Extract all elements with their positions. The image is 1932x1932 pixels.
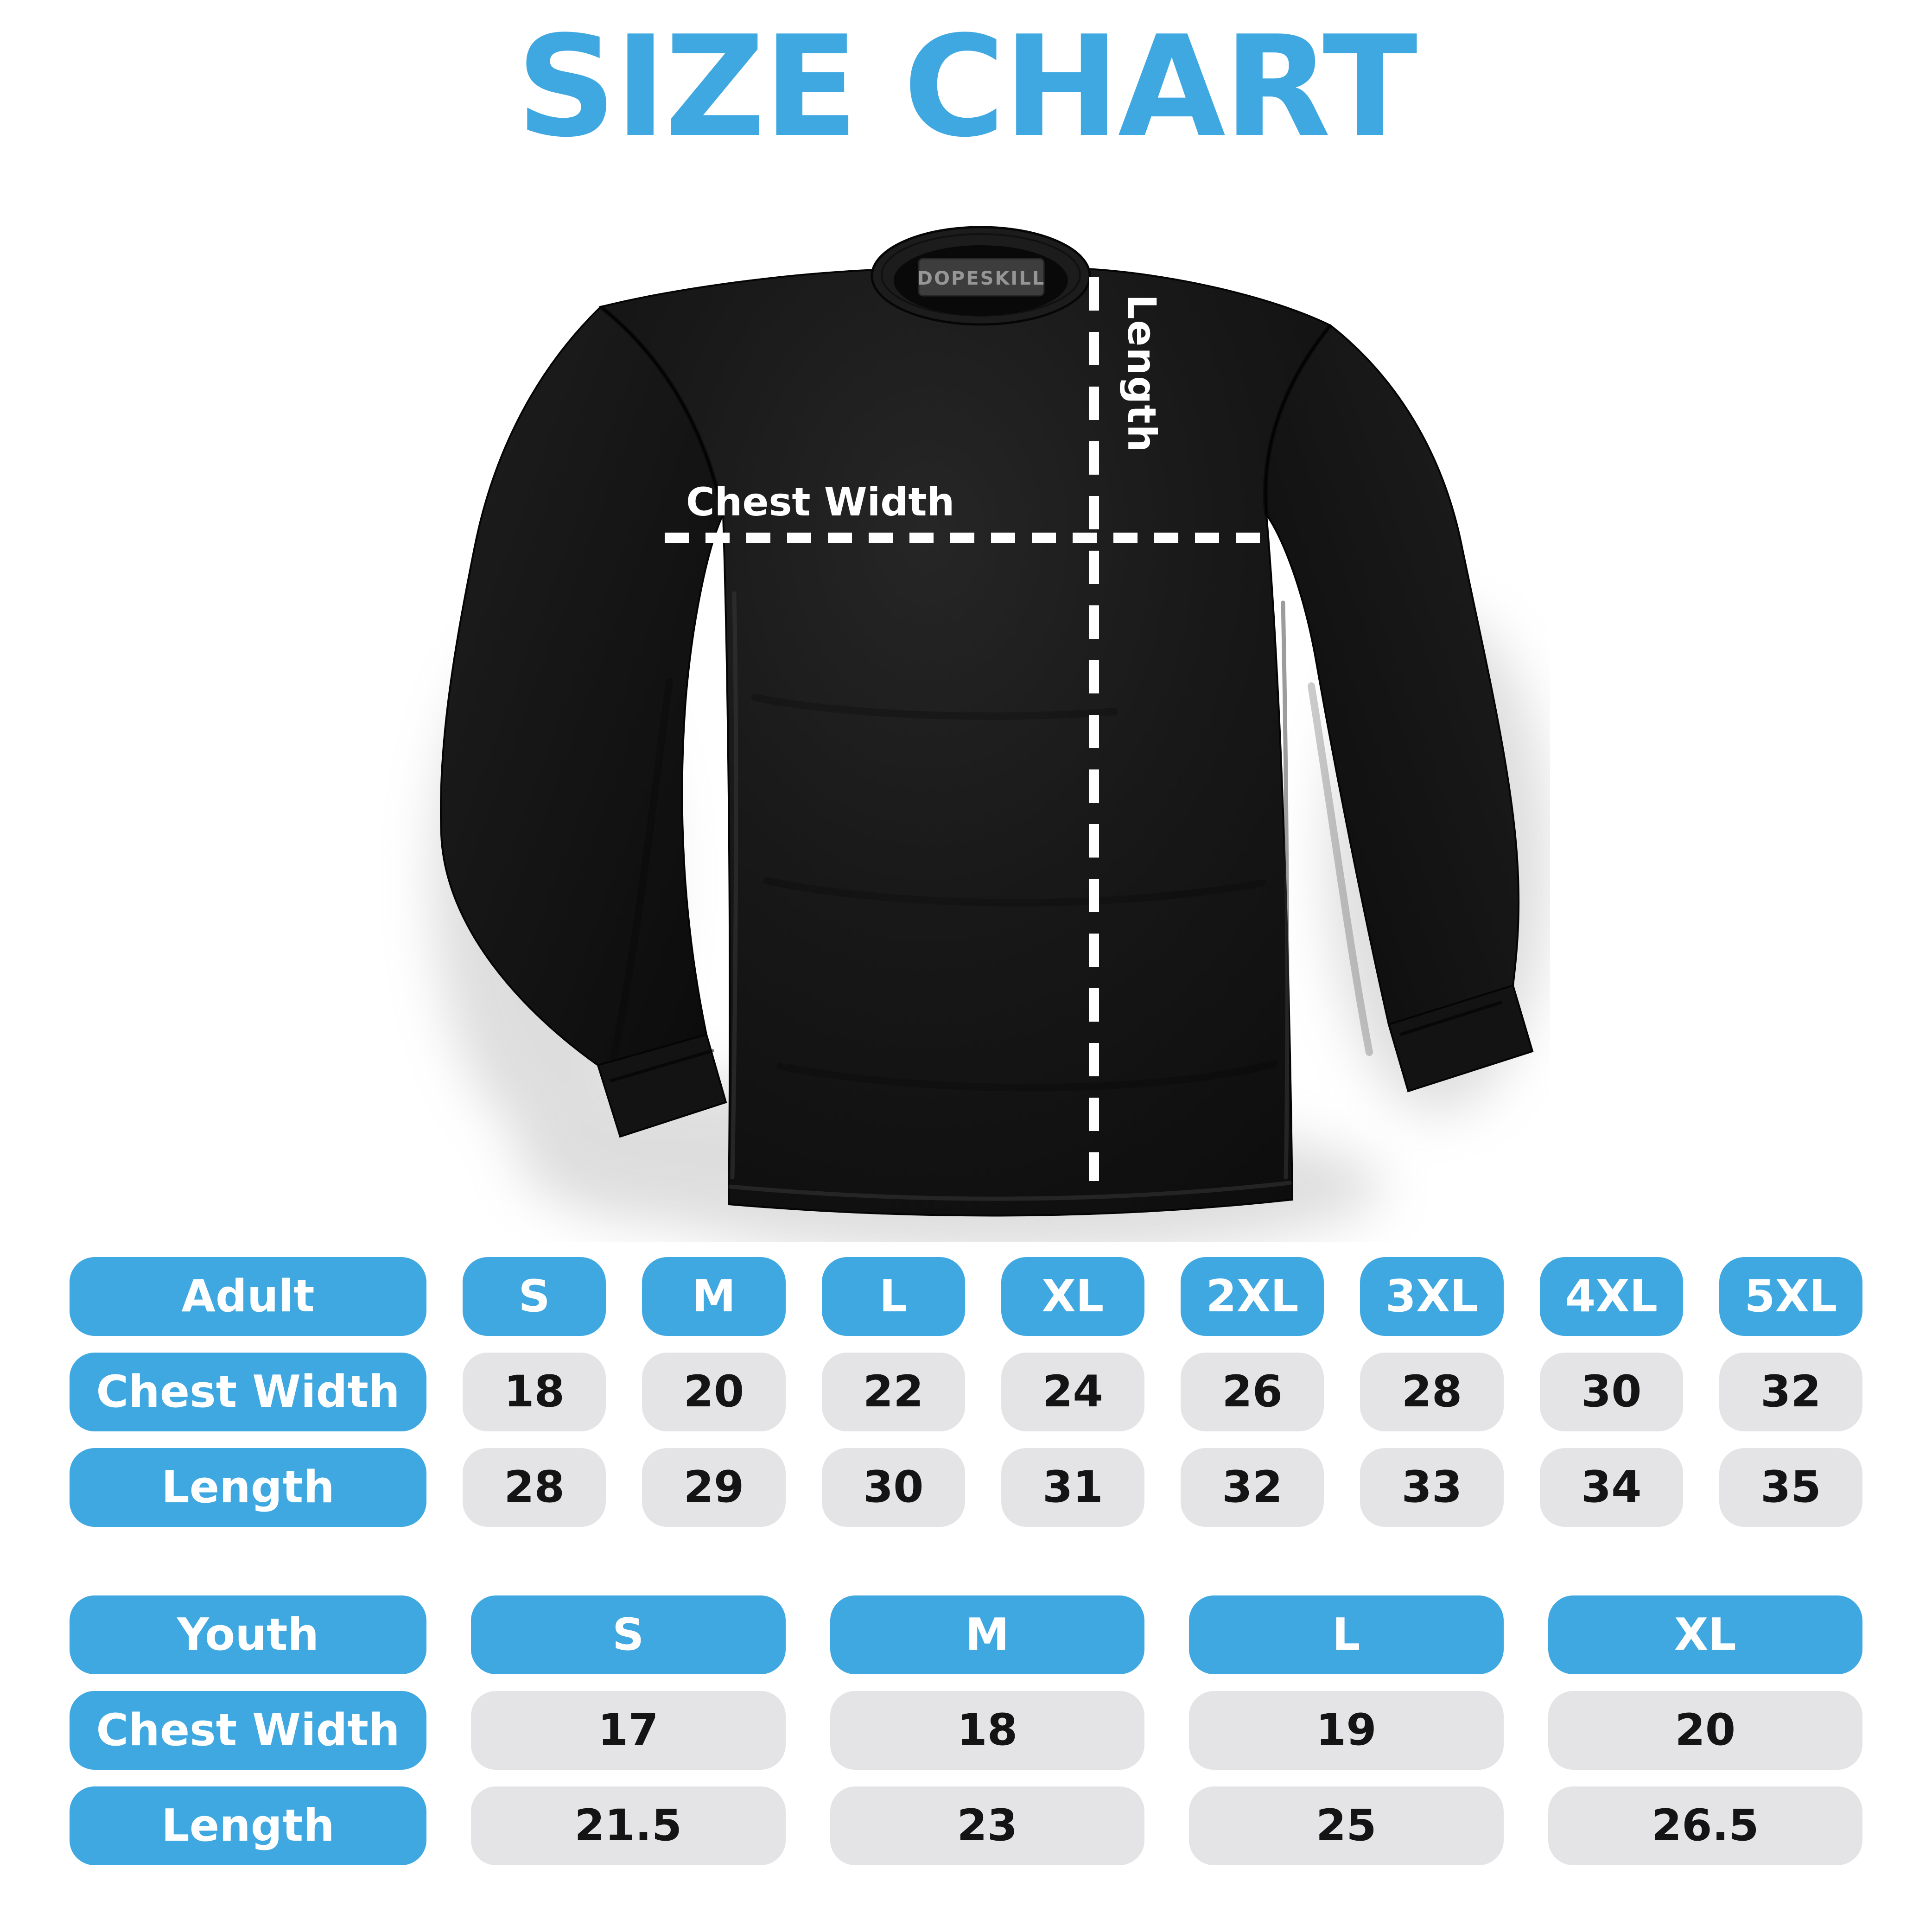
size-header-cell: 5XL — [1719, 1257, 1862, 1336]
value-cell: 30 — [821, 1448, 965, 1527]
value-cell: 23 — [830, 1786, 1144, 1865]
size-header-cell: 4XL — [1539, 1257, 1683, 1336]
left-sleeve-shape — [439, 305, 724, 1067]
size-header-cell: L — [821, 1257, 965, 1336]
value-cell: 31 — [1001, 1448, 1144, 1527]
size-header-cell: XL — [1001, 1257, 1144, 1336]
right-cuff-shape — [1387, 984, 1534, 1093]
size-header-cell: S — [471, 1595, 786, 1674]
value-cell: 18 — [463, 1353, 606, 1431]
collar-tag: DOPESKILL — [917, 258, 1046, 297]
adult-table: Adult S M L XL 2XL 3XL 4XL 5XL Chest Wid… — [70, 1257, 1862, 1527]
size-header-cell: M — [642, 1257, 786, 1336]
adult-table-title: Adult — [70, 1257, 426, 1336]
left-cuff-seam — [610, 1049, 714, 1083]
left-cuff-shape — [597, 1033, 727, 1138]
value-cell: 28 — [1360, 1353, 1504, 1431]
value-cell: 21.5 — [471, 1786, 786, 1865]
value-cell: 26 — [1181, 1353, 1324, 1431]
row-label: Chest Width — [70, 1691, 426, 1770]
value-cell: 32 — [1719, 1353, 1862, 1431]
value-cell: 26.5 — [1548, 1786, 1862, 1865]
length-label: Length — [1119, 294, 1164, 453]
right-cuff-seam — [1399, 1000, 1503, 1036]
youth-chest-width-row: Chest Width 17 18 19 20 — [70, 1691, 1862, 1770]
size-header-cell: XL — [1548, 1595, 1862, 1674]
adult-chest-width-row: Chest Width 18 20 22 24 26 28 30 32 — [70, 1353, 1862, 1431]
youth-table-title: Youth — [70, 1595, 426, 1674]
table-spacer — [70, 1544, 1862, 1595]
value-cell: 20 — [1548, 1691, 1862, 1770]
youth-header-row: Youth S M L XL — [70, 1595, 1862, 1674]
value-cell: 20 — [642, 1353, 786, 1431]
right-sleeve-shape — [1264, 324, 1520, 1026]
value-cell: 32 — [1181, 1448, 1324, 1527]
value-cell: 18 — [830, 1691, 1144, 1770]
value-cell: 30 — [1539, 1353, 1683, 1431]
size-header-cell: S — [463, 1257, 606, 1336]
value-cell: 29 — [642, 1448, 786, 1527]
page-title: SIZE CHART — [516, 6, 1417, 168]
size-header-cell: L — [1189, 1595, 1504, 1674]
collar-tag-label: DOPESKILL — [917, 268, 1046, 289]
row-label: Length — [70, 1448, 426, 1527]
size-header-cell: 3XL — [1360, 1257, 1504, 1336]
adult-length-row: Length 28 29 30 31 32 33 34 35 — [70, 1448, 1862, 1527]
fabric-wrinkles — [610, 678, 1373, 1092]
value-cell: 34 — [1539, 1448, 1683, 1527]
row-label: Chest Width — [70, 1353, 426, 1431]
armhole-seams — [599, 305, 1332, 515]
row-label: Length — [70, 1786, 426, 1865]
value-cell: 25 — [1189, 1786, 1504, 1865]
value-cell: 35 — [1719, 1448, 1862, 1527]
size-header-cell: 2XL — [1181, 1257, 1324, 1336]
shirt-image: DOPESKILL Chest Width Length — [433, 222, 1550, 1242]
value-cell: 22 — [821, 1353, 965, 1431]
value-cell: 24 — [1001, 1353, 1144, 1431]
youth-table: Youth S M L XL Chest Width 17 18 19 20 L… — [70, 1595, 1862, 1865]
shirt-diagram: DOPESKILL Chest Width Length — [382, 195, 1550, 1242]
value-cell: 33 — [1360, 1448, 1504, 1527]
fabric-highlights — [728, 591, 1292, 1201]
size-tables: Adult S M L XL 2XL 3XL 4XL 5XL Chest Wid… — [70, 1257, 1862, 1882]
value-cell: 19 — [1189, 1691, 1504, 1770]
youth-length-row: Length 21.5 23 25 26.5 — [70, 1786, 1862, 1865]
value-cell: 28 — [463, 1448, 606, 1527]
chest-width-label: Chest Width — [686, 479, 954, 525]
value-cell: 17 — [471, 1691, 786, 1770]
adult-header-row: Adult S M L XL 2XL 3XL 4XL 5XL — [70, 1257, 1862, 1336]
shirt-body-shape — [598, 267, 1332, 1217]
size-header-cell: M — [830, 1595, 1144, 1674]
